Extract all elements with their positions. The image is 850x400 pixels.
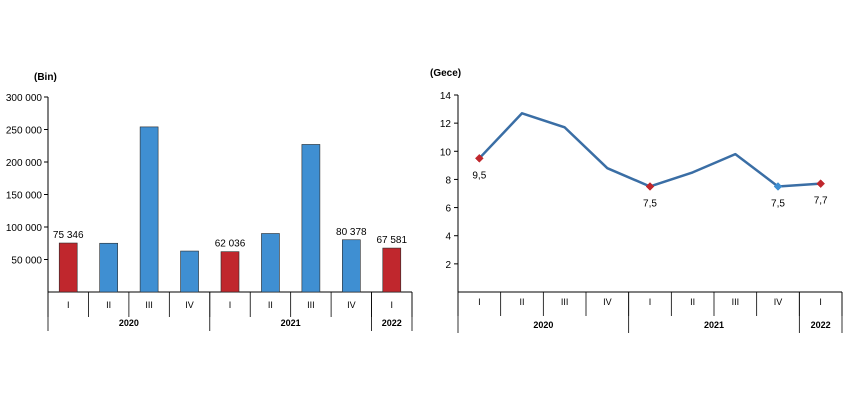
data-point-marker	[773, 182, 783, 191]
bar-value-label: 67 581	[376, 235, 407, 246]
y-unit-label: (Bin)	[34, 72, 57, 83]
year-label: 2020	[119, 318, 139, 328]
bar	[261, 233, 280, 293]
y-tick-label: 50 000	[11, 256, 42, 267]
bar-value-label: 62 036	[215, 239, 246, 250]
y-tick-label: 4	[445, 232, 451, 243]
bar	[301, 144, 321, 293]
x-category-label: I	[819, 297, 822, 307]
bar	[99, 242, 118, 293]
x-category-label: I	[649, 297, 652, 307]
x-category-label: II	[268, 300, 273, 310]
bar-chart: (Bin) 50 000 100 000 150 000 200 000 250 000 3…	[6, 72, 413, 331]
x-category-label: III	[307, 300, 315, 310]
x-category-label: II	[106, 300, 111, 310]
bar	[220, 251, 240, 293]
data-point-marker	[474, 153, 484, 163]
point-value-label: 9,5	[472, 170, 486, 181]
bar	[58, 242, 78, 293]
year-label: 2022	[382, 318, 402, 328]
y-tick-label: 8	[445, 175, 451, 186]
year-label: 2020	[533, 320, 553, 330]
x-category-label: III	[732, 297, 740, 307]
y-tick-label: 200 000	[6, 158, 43, 169]
x-category-label: III	[145, 300, 153, 310]
y-tick-label: 14	[440, 91, 452, 102]
y-tick-label: 150 000	[6, 191, 43, 202]
x-category-label: IV	[774, 297, 783, 307]
point-value-label: 7,5	[771, 198, 785, 209]
x-category-label: IV	[185, 300, 194, 310]
y-tick-label: 12	[440, 119, 452, 130]
bar	[139, 126, 159, 293]
x-category-label: II	[519, 297, 524, 307]
series-line	[478, 112, 821, 188]
bar	[180, 250, 199, 293]
point-value-label: 7,5	[643, 198, 657, 209]
y-tick-label: 2	[445, 260, 451, 271]
data-point-marker	[816, 179, 826, 189]
x-category-label: IV	[347, 300, 356, 310]
bar	[342, 239, 361, 293]
y-tick-label: 250 000	[6, 126, 43, 137]
x-category-label: I	[67, 300, 70, 310]
x-category-label: IV	[603, 297, 612, 307]
bar-value-label: 80 378	[336, 227, 367, 238]
point-value-label: 7,7	[814, 196, 828, 207]
y-unit-label: (Gece)	[430, 68, 461, 79]
x-category-label: II	[690, 297, 695, 307]
year-label: 2022	[811, 320, 831, 330]
data-point-marker	[645, 182, 655, 191]
x-category-label: I	[229, 300, 232, 310]
y-tick-label: 100 000	[6, 223, 43, 234]
y-tick-label: 10	[440, 147, 452, 158]
bar	[382, 247, 402, 293]
x-category-label: I	[391, 300, 394, 310]
year-label: 2021	[704, 320, 724, 330]
bar-value-label: 75 346	[53, 230, 84, 241]
year-label: 2021	[281, 318, 301, 328]
x-category-label: I	[478, 297, 481, 307]
y-tick-label: 300 000	[6, 93, 43, 104]
x-category-label: III	[561, 297, 569, 307]
y-tick-label: 6	[445, 204, 451, 215]
